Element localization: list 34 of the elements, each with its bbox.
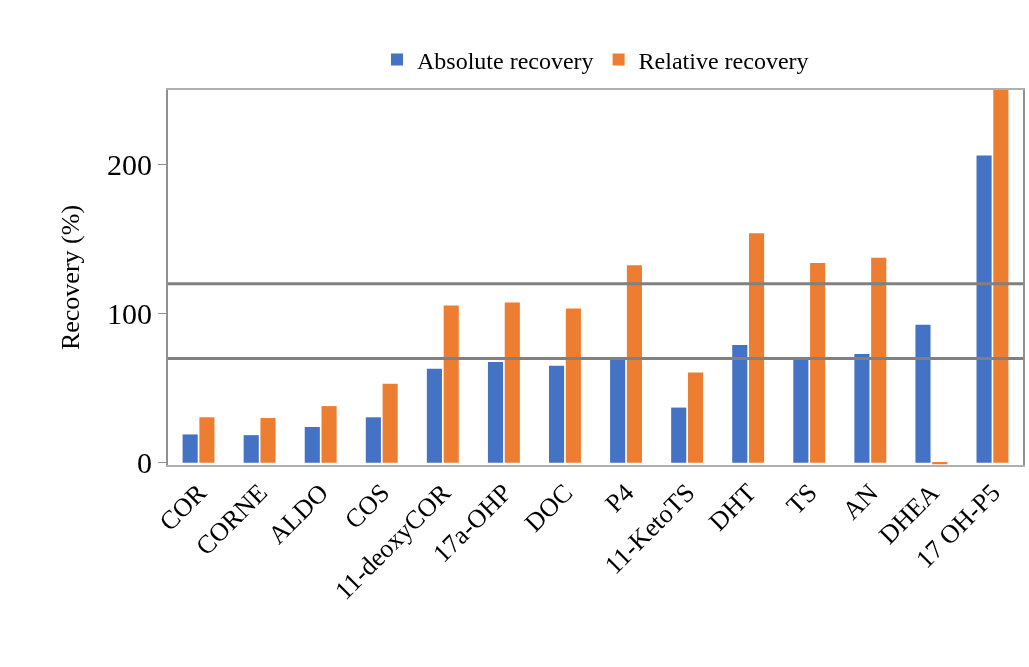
bar	[243, 435, 259, 463]
bar	[671, 407, 687, 463]
bar	[976, 155, 992, 463]
bar	[199, 417, 215, 463]
legend-label: Relative recovery	[638, 47, 809, 74]
bar	[626, 265, 642, 463]
y-tick-label: 200	[107, 148, 152, 182]
bar	[549, 365, 565, 463]
bar	[854, 353, 870, 463]
bar	[260, 418, 276, 463]
bar	[915, 324, 931, 463]
x-tick-label: TS	[780, 478, 823, 521]
bar	[443, 305, 459, 463]
bar	[871, 257, 887, 463]
bar	[365, 417, 381, 463]
y-axis-title: Recovery (%)	[55, 204, 85, 351]
bar	[810, 262, 826, 463]
bar	[565, 308, 581, 463]
bar	[504, 302, 520, 463]
x-tick-label: AN	[836, 477, 884, 526]
bar	[304, 426, 320, 463]
y-tick-label: 100	[107, 297, 152, 331]
bar	[321, 406, 337, 463]
bar	[993, 90, 1009, 463]
y-tick-label: 0	[137, 446, 152, 480]
bar	[732, 344, 748, 463]
legend-label: Absolute recovery	[417, 47, 594, 74]
bar	[426, 368, 442, 463]
bar	[382, 383, 398, 463]
bar	[487, 362, 504, 463]
bar	[610, 358, 626, 463]
bar	[749, 233, 765, 463]
bar	[182, 434, 198, 463]
bar	[687, 372, 704, 463]
